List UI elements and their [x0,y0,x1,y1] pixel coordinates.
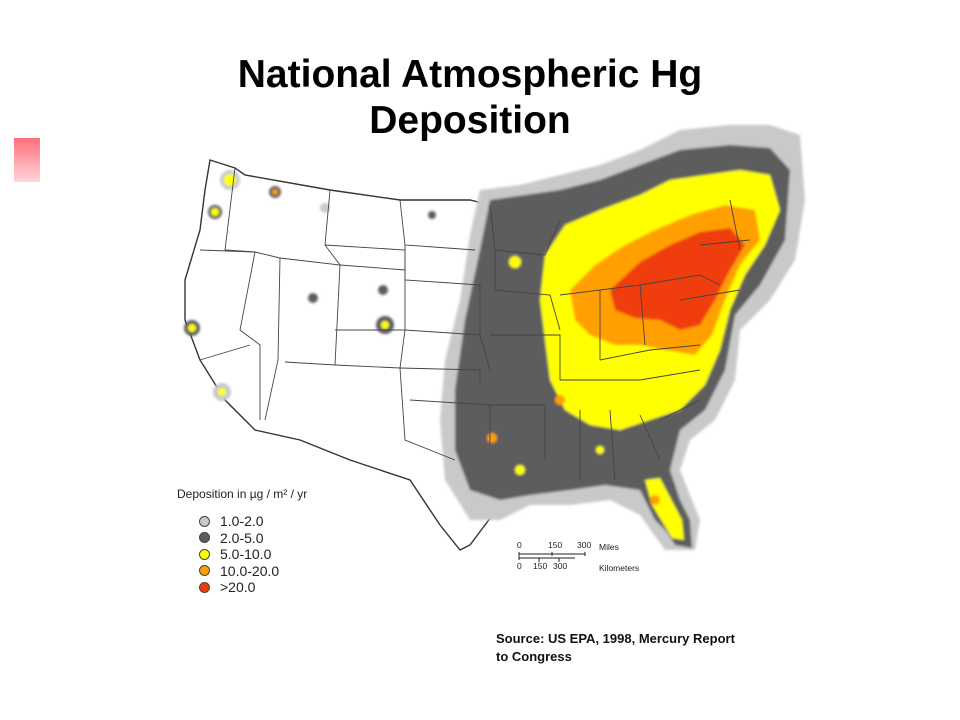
title-line-2: Deposition [369,99,571,142]
scale-km-tick-0: 0 [517,561,522,571]
source-line-2: to Congress [496,649,572,664]
scale-km-unit: Kilometers [599,563,640,573]
legend: Deposition in µg / m² / yr 1.0-2.0 2.0-5… [177,487,307,596]
zone-florida-yellow [645,478,684,540]
legend-label: >20.0 [220,579,256,596]
spot-sf [188,324,196,332]
scale-km-tick-300: 300 [553,561,568,571]
legend-label: 10.0-20.0 [220,562,280,579]
slide-accent-bar [14,138,40,182]
spot-wyoming [378,285,388,295]
spot-dallas [487,433,497,443]
legend-label: 5.0-10.0 [220,546,272,563]
spot-houston [515,465,525,475]
legend-swatch [199,532,210,544]
legend-item-1-2: 1.0-2.0 [199,513,307,530]
legend-label: 2.0-5.0 [220,529,264,546]
slide-title: National Atmospheric Hg Deposition [170,52,770,144]
hotspot-florida [650,495,660,505]
state-boundaries [199,167,751,481]
legend-swatch [199,515,210,527]
scale-bar-lines [518,552,586,562]
spot-montana [320,203,330,213]
source-citation: Source: US EPA, 1998, Mercury Report to … [496,630,796,666]
scale-km-tick-150: 150 [533,561,548,571]
spot-minneapolis [509,256,521,268]
spot-spokane [272,189,278,195]
legend-label: 1.0-2.0 [220,513,264,530]
title-line-1: National Atmospheric Hg [237,53,703,96]
spot-alabama [596,446,604,454]
legend-item-10-20: 10.0-20.0 [199,563,307,580]
legend-item-2-5: 2.0-5.0 [199,530,307,547]
scale-miles-tick-150: 150 [548,540,563,550]
legend-title: Deposition in µg / m² / yr [177,487,308,501]
scale-bar: 0 150 300 Miles 0 150 300 Kilometers [515,540,665,580]
legend-item-over-20: >20.0 [199,579,307,596]
spot-nd [428,211,436,219]
spot-la [218,388,226,396]
legend-item-5-10: 5.0-10.0 [199,546,307,563]
spot-denver [381,321,389,329]
scale-miles-tick-0: 0 [517,540,522,550]
deposition-layers [184,125,805,550]
legend-swatch [199,548,210,560]
scale-miles-unit: Miles [599,542,619,552]
spot-memphis [555,395,565,405]
source-line-1: Source: US EPA, 1998, Mercury Report [496,631,735,646]
legend-swatch [199,581,210,593]
spot-portland [211,208,219,216]
legend-swatch [199,565,210,577]
scale-miles-tick-300: 300 [577,540,592,550]
spot-utah [308,293,318,303]
